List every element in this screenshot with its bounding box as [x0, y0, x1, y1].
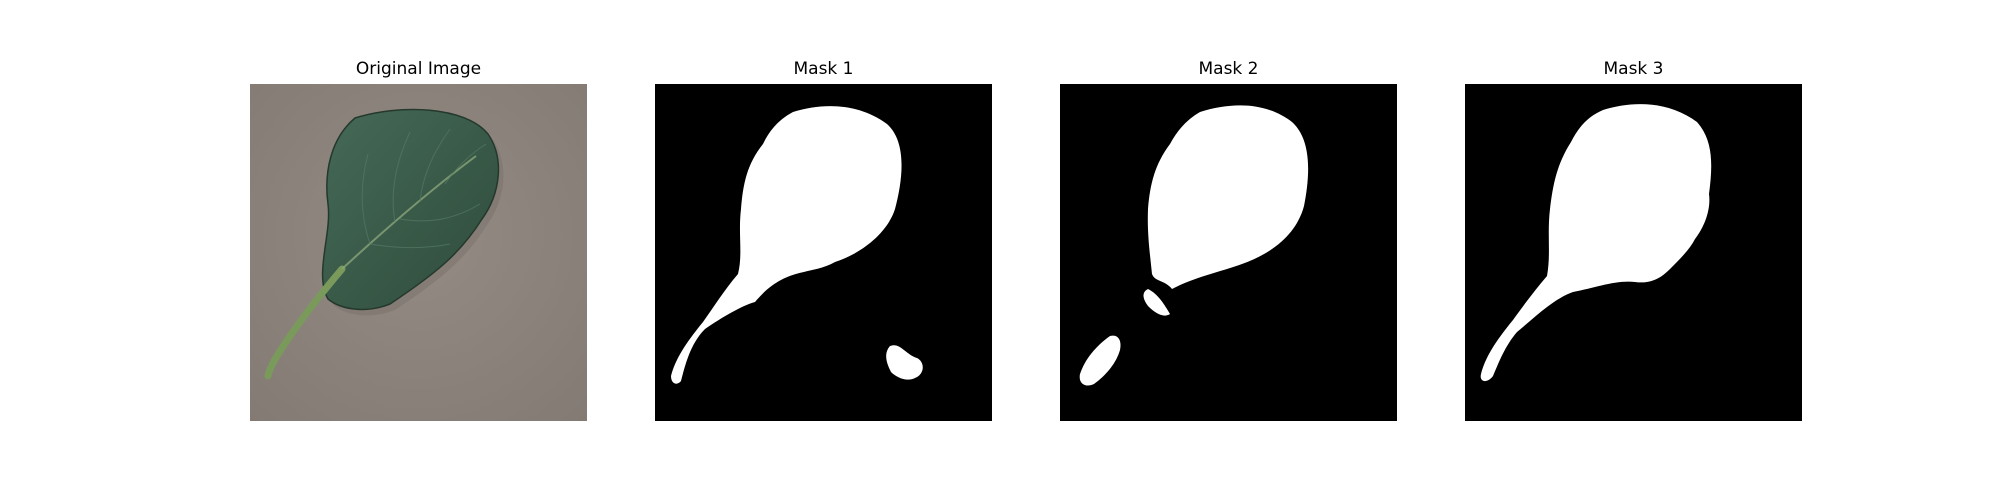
mask-1-panel	[655, 84, 992, 421]
leaf-midrib	[341, 155, 477, 270]
mask-2-panel	[1060, 84, 1397, 421]
panel-title-original-image: Original Image	[355, 59, 482, 79]
leaf-photo	[250, 84, 587, 421]
mask-1-spurious-blob	[886, 345, 923, 380]
mask-2-image	[1060, 84, 1397, 421]
mask-2-stem-fragment	[1143, 289, 1170, 316]
leaf-veins	[361, 128, 487, 249]
leaf-stem	[264, 265, 346, 380]
panel-title-mask-2: Mask 2	[1198, 59, 1259, 79]
panel-title-mask-3: Mask 3	[1603, 59, 1664, 79]
mask-2-stem-tip	[1079, 335, 1121, 386]
panel-title-mask-1: Mask 1	[793, 59, 854, 79]
original-image-panel	[250, 84, 587, 421]
mask-3-panel	[1465, 84, 1802, 421]
mask-1-leaf-region	[671, 106, 902, 384]
mask-3-image	[1465, 84, 1802, 421]
mask-3-leaf-region	[1480, 104, 1712, 382]
mask-1-image	[655, 84, 992, 421]
mask-2-leaf-region	[1147, 105, 1309, 289]
